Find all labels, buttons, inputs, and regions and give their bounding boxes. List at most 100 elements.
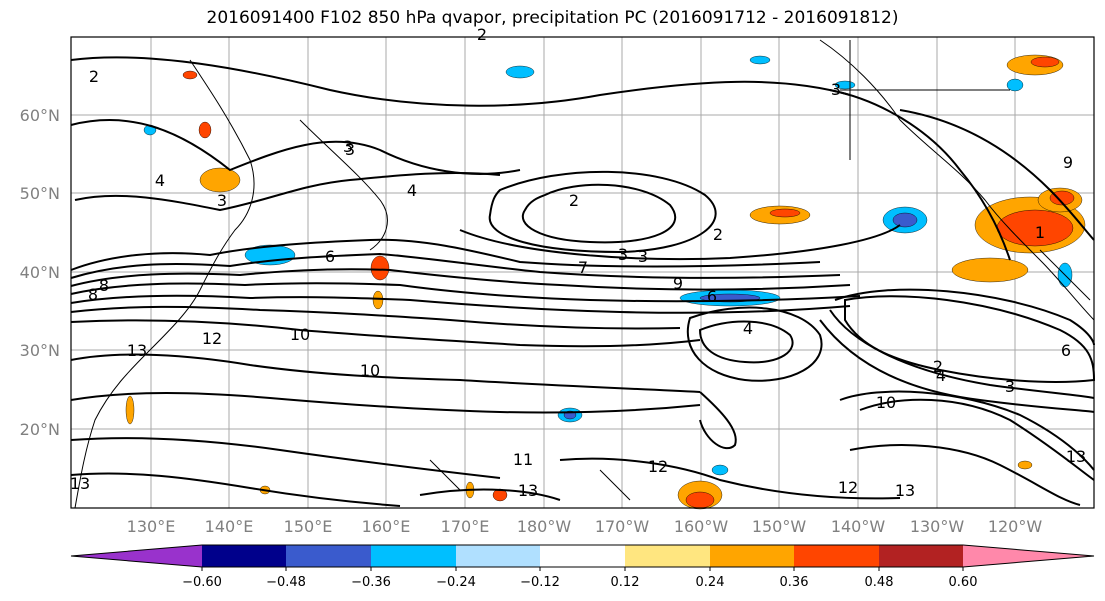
contour-label: 13 bbox=[1066, 447, 1086, 466]
contour-line-20 bbox=[70, 392, 701, 414]
precip-blob-8 bbox=[769, 208, 801, 218]
colorbar-segment-7 bbox=[710, 545, 794, 567]
contour-label: 3 bbox=[1005, 377, 1015, 396]
contour-label: 3 bbox=[831, 80, 841, 99]
contour-label: 3 bbox=[217, 191, 227, 210]
contour-label: 10 bbox=[290, 325, 310, 344]
colorbar-segment-2 bbox=[286, 545, 371, 567]
contour-label: 13 bbox=[518, 481, 538, 500]
colorbar-tick-label: 0.36 bbox=[780, 575, 809, 590]
latitude-label: 20°N bbox=[20, 420, 60, 439]
contour-label: 8 bbox=[88, 285, 98, 304]
colorbar-tick-label: −0.24 bbox=[436, 575, 476, 590]
colorbar-tick-label: −0.48 bbox=[266, 575, 306, 590]
longitude-label: 140°E bbox=[205, 517, 254, 536]
contour-label: 1 bbox=[1035, 223, 1045, 242]
precip-blob-31 bbox=[749, 55, 771, 65]
contour-line-28 bbox=[829, 89, 1011, 261]
colorbar-segment-1 bbox=[202, 545, 286, 567]
contour-line-16 bbox=[834, 288, 1095, 346]
contour-label: 4 bbox=[155, 171, 165, 190]
contour-line-21 bbox=[699, 391, 737, 450]
contour-line-26 bbox=[849, 444, 1081, 506]
contour-label: 3 bbox=[345, 140, 355, 159]
contour-line-19 bbox=[70, 353, 701, 393]
contour-line-1 bbox=[70, 119, 521, 175]
longitude-label: 150°E bbox=[284, 517, 333, 536]
contour-line-12 bbox=[70, 319, 701, 348]
contour-line-4 bbox=[488, 170, 717, 254]
contour-label: 10 bbox=[876, 393, 896, 412]
precip-blob-30 bbox=[711, 464, 729, 476]
longitude-label: 160°W bbox=[674, 517, 729, 536]
colorbar-tick-label: 0.24 bbox=[696, 575, 725, 590]
latitude-label: 50°N bbox=[20, 184, 60, 203]
precip-blob-21 bbox=[685, 491, 715, 509]
longitude-label: 170°E bbox=[441, 517, 490, 536]
latitude-labels: 60°N 50°N 40°N 30°N 20°N bbox=[20, 106, 60, 439]
contour-line-15 bbox=[844, 295, 1096, 383]
contour-label: 2 bbox=[477, 25, 487, 44]
colorbar-segment-9 bbox=[879, 545, 963, 567]
precip-blob-6 bbox=[951, 257, 1029, 283]
longitude-label: 180°W bbox=[517, 517, 572, 536]
precip-blob-16 bbox=[372, 290, 384, 310]
precip-blob-26 bbox=[1017, 460, 1033, 470]
contour-label: 3 bbox=[343, 137, 353, 156]
contour-line-8 bbox=[70, 268, 851, 291]
latitude-label: 60°N bbox=[20, 106, 60, 125]
longitude-labels: 130°E 140°E 150°E 160°E 170°E 180°W 170°W 160°W… bbox=[127, 517, 1043, 536]
colorbar-tick-label: −0.12 bbox=[520, 575, 560, 590]
longitude-label: 120°W bbox=[988, 517, 1043, 536]
contour-label: 10 bbox=[360, 361, 380, 380]
colorbar-segment-0 bbox=[71, 545, 202, 567]
contour-label: 9 bbox=[1063, 153, 1073, 172]
contour-label: 6 bbox=[325, 247, 335, 266]
contour-line-17 bbox=[829, 309, 1095, 399]
precip-blob-10 bbox=[892, 212, 918, 228]
coastline-2 bbox=[819, 39, 1095, 321]
colorbar bbox=[70, 544, 1095, 568]
contour-line-0 bbox=[70, 56, 851, 107]
longitude-label: 130°E bbox=[127, 517, 176, 536]
contour-label: 13 bbox=[70, 474, 90, 493]
colorbar-segment-8 bbox=[794, 545, 879, 567]
colorbar-segment-3 bbox=[371, 545, 456, 567]
coastline-4 bbox=[1039, 249, 1091, 301]
contour-label: 12 bbox=[648, 457, 668, 476]
contour-line-27 bbox=[899, 109, 1095, 241]
contour-label: 12 bbox=[202, 329, 222, 348]
longitude-label: 160°E bbox=[362, 517, 411, 536]
contour-line-24 bbox=[70, 437, 501, 479]
longitude-label: 130°W bbox=[910, 517, 965, 536]
coastlines bbox=[74, 39, 1095, 509]
colorbar-tick-label: −0.36 bbox=[351, 575, 391, 590]
precipitation-shading bbox=[125, 54, 1086, 510]
contour-line-7 bbox=[70, 252, 841, 279]
colorbar-tick-labels: −0.60 −0.48 −0.36 −0.24 −0.12 0.12 0.24 0.36 0.4… bbox=[182, 567, 977, 590]
contour-label: 13 bbox=[895, 481, 915, 500]
precip-blob-15 bbox=[370, 255, 390, 281]
map-frame bbox=[70, 36, 1095, 509]
longitude-label: 150°W bbox=[752, 517, 807, 536]
latitude-label: 40°N bbox=[20, 263, 60, 282]
precip-blob-1 bbox=[1030, 56, 1060, 68]
contour-line-6 bbox=[70, 238, 821, 271]
colorbar-segment-6 bbox=[625, 545, 710, 567]
contour-label: 3 bbox=[638, 247, 648, 266]
contour-label: 11 bbox=[513, 450, 533, 469]
contour-label: 2 bbox=[89, 67, 99, 86]
contour-line-22 bbox=[859, 398, 1095, 481]
map-title: 2016091400 F102 850 hPa qvapor, precipit… bbox=[206, 8, 899, 28]
contour-line-9 bbox=[70, 282, 861, 303]
colorbar-tick-label: 0.48 bbox=[865, 575, 894, 590]
coastline-5 bbox=[429, 459, 631, 501]
contour-label: 4 bbox=[743, 319, 753, 338]
qvapor-contours bbox=[70, 56, 1096, 507]
contour-line-18 bbox=[819, 319, 1095, 413]
colorbar-segment-5 bbox=[540, 545, 625, 567]
contour-line-25 bbox=[559, 457, 901, 500]
colorbar-tick-label: −0.60 bbox=[182, 575, 222, 590]
